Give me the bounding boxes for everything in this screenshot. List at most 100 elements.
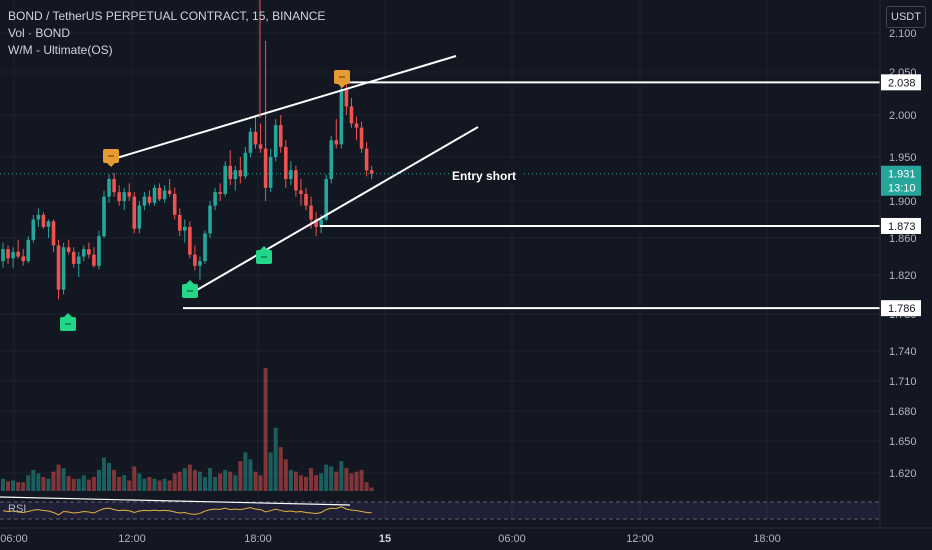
- volume-bar: [248, 459, 253, 491]
- rsi-label: RSI: [8, 503, 26, 515]
- volume-bar: [359, 469, 364, 491]
- level-label-box: [881, 74, 921, 91]
- swing-high-marker: [103, 149, 119, 167]
- candle-body: [218, 192, 222, 194]
- candle-body: [319, 219, 323, 227]
- time-tick-label: 06:00: [0, 533, 28, 545]
- volume-bar: [309, 468, 314, 491]
- volume-bar: [96, 469, 101, 491]
- candle-body: [329, 140, 334, 179]
- volume-bar: [132, 466, 137, 491]
- volume-bar: [218, 473, 223, 491]
- chart-legend: BOND / TetherUS PERPETUAL CONTRACT, 15, …: [8, 8, 325, 59]
- volume-bar: [76, 478, 81, 491]
- marker-pointer: [107, 163, 115, 167]
- candle-body: [213, 192, 217, 206]
- candle-body: [309, 205, 313, 220]
- candle-body: [344, 89, 349, 107]
- volume-bar: [182, 468, 187, 491]
- volume-bar: [21, 482, 26, 491]
- annotation-text: Entry short: [452, 169, 516, 183]
- candle-body: [61, 247, 66, 290]
- candle-body: [56, 245, 61, 290]
- volume-bar: [329, 466, 334, 491]
- volume-bar: [263, 368, 268, 491]
- candle-body: [46, 221, 51, 227]
- candle-body: [82, 249, 86, 257]
- time-tick-label: 06:00: [498, 533, 526, 545]
- volume-bar: [107, 462, 112, 491]
- volume-bar: [81, 475, 86, 491]
- volume-bar: [298, 475, 303, 491]
- annotation-background: [449, 166, 523, 184]
- candle-body: [132, 196, 137, 229]
- volume-bar: [288, 469, 293, 491]
- level-price-label: 1.873: [881, 217, 921, 234]
- candle-body: [36, 214, 41, 220]
- price-tick-label: 1.860: [889, 233, 917, 245]
- candle-body: [354, 123, 359, 128]
- candle-body: [112, 179, 116, 193]
- candle-body: [233, 170, 238, 179]
- volume-bar: [319, 473, 324, 491]
- candle-body: [157, 187, 162, 200]
- volume-bar: [369, 487, 374, 491]
- candle-body: [349, 106, 354, 124]
- volume-bar: [137, 473, 142, 491]
- volume-bar: [344, 468, 349, 491]
- volume-bar: [238, 461, 243, 491]
- candle-body: [294, 170, 298, 191]
- volume-bar: [213, 476, 218, 491]
- volume-bar: [41, 476, 46, 491]
- volume-bar: [56, 464, 61, 491]
- ultimate-indicator-label[interactable]: W/M - Ultimate(OS): [8, 43, 113, 57]
- volume-bar: [61, 468, 66, 491]
- candle-body: [314, 219, 318, 227]
- volume-bar: [228, 471, 233, 491]
- volume-bar: [304, 476, 308, 491]
- candle-body: [97, 236, 101, 266]
- drawings[interactable]: Entry short: [0, 0, 880, 331]
- candle-body: [268, 157, 273, 188]
- candle-body: [76, 256, 81, 264]
- volume-bar: [192, 469, 197, 491]
- level-label-box: [881, 217, 921, 234]
- candle-body: [1, 249, 5, 262]
- volume-bar: [243, 452, 248, 491]
- volume-bar: [339, 461, 344, 491]
- symbol-title[interactable]: BOND / TetherUS PERPETUAL CONTRACT, 15, …: [8, 9, 326, 23]
- price-tick-label: 2.000: [889, 110, 917, 122]
- candle-body: [71, 251, 76, 264]
- current-price-label: 1.931 13:10: [881, 165, 921, 196]
- volume-bar: [157, 480, 162, 491]
- candle-body: [21, 256, 25, 262]
- candle-body: [147, 196, 152, 203]
- candle-body: [364, 148, 369, 171]
- candle-body: [223, 165, 227, 194]
- volume-bar: [364, 482, 369, 491]
- candle-body: [258, 144, 263, 149]
- candle-body: [142, 196, 147, 206]
- candle-body: [127, 192, 132, 197]
- volume-bar: [26, 475, 31, 491]
- candle-body: [31, 219, 36, 240]
- time-axis[interactable]: 06:00 12:00 18:00 15 06:00 12:00 18:00: [0, 527, 932, 545]
- candle-body: [66, 247, 71, 252]
- price-tick-label: 1.950: [889, 152, 917, 164]
- candle-body: [304, 193, 308, 206]
- currency-button[interactable]: USDT: [886, 6, 926, 28]
- candle-body: [137, 205, 142, 229]
- volume-bar: [91, 476, 96, 491]
- candle-body: [177, 214, 182, 231]
- volume-bar: [142, 478, 147, 491]
- candle-body: [16, 251, 20, 257]
- candle-body: [172, 193, 177, 215]
- volume-bar: [177, 471, 182, 491]
- candle-body: [188, 226, 192, 255]
- time-tick-label: 12:00: [626, 533, 654, 545]
- price-tick-label: 1.710: [889, 376, 917, 388]
- volume-indicator-label[interactable]: Vol · BOND: [8, 26, 71, 40]
- level-label-text: 2.038: [888, 77, 916, 89]
- marker-pointer: [338, 84, 346, 88]
